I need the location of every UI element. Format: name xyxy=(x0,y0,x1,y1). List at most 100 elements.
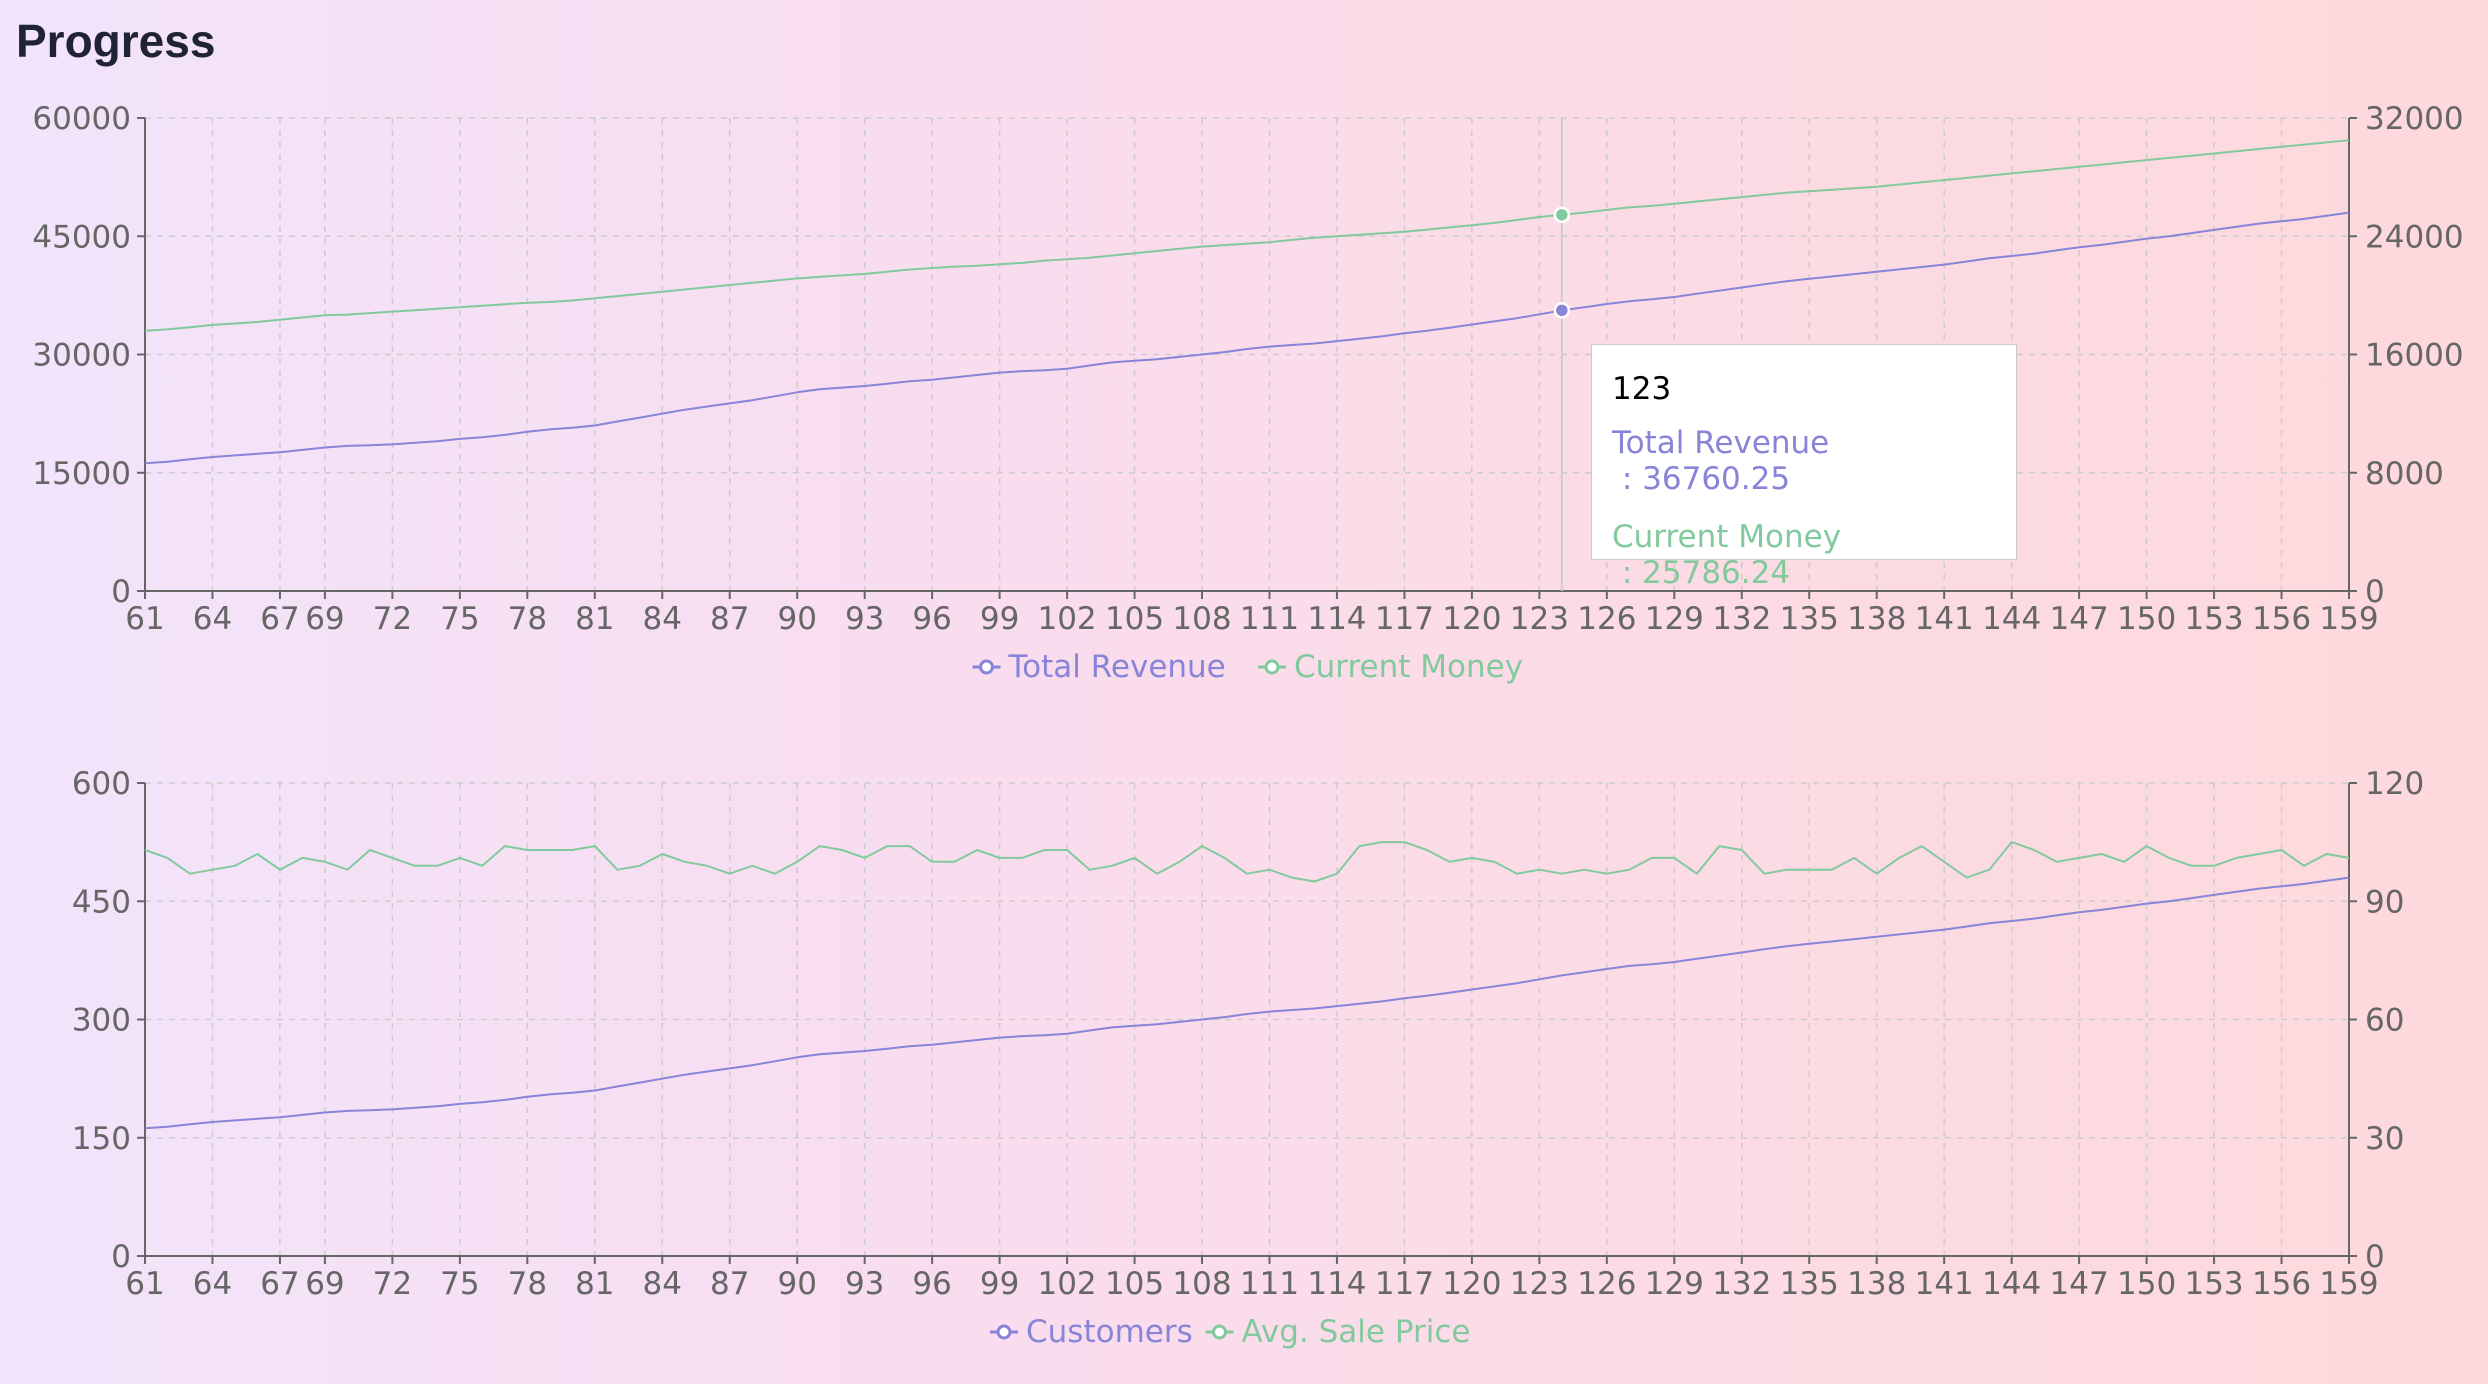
legend-item-current-money: Current Money xyxy=(1258,649,1523,685)
x-tick-label: 90 xyxy=(777,601,816,637)
x-tick-label: 123 xyxy=(1510,1266,1569,1302)
y-right-tick-label: 30 xyxy=(2365,1121,2404,1157)
x-tick-label: 141 xyxy=(1915,1266,1974,1302)
active-dot-total-revenue xyxy=(1553,302,1571,319)
series-line-current-money xyxy=(144,139,2350,332)
y-right-tick-label: 0 xyxy=(2365,574,2385,610)
y-left-tick-label: 300 xyxy=(72,1003,131,1039)
y-right-tick-label: 16000 xyxy=(2365,338,2464,374)
x-tick-label: 75 xyxy=(440,1266,479,1302)
x-tick-label: 96 xyxy=(912,601,951,637)
tooltip-item-separator: : xyxy=(1612,461,1643,497)
x-tick-label: 102 xyxy=(1037,601,1096,637)
x-tick-label: 126 xyxy=(1577,1266,1636,1302)
legend-label: Current Money xyxy=(1294,649,1523,685)
x-tick-label: 138 xyxy=(1847,1266,1906,1302)
x-tick-label: 64 xyxy=(193,601,232,637)
legend-dot-icon xyxy=(996,1324,1012,1340)
revenue-money-chart[interactable]: 61 64 67 69 72 75 78 81 84 87 90 93 96 99 102 105 108 111… xyxy=(0,0,2488,690)
legend-label: Total Revenue xyxy=(1008,649,1226,685)
chart-tooltip: 123 Total Revenue : 36760.25 Current Mon… xyxy=(1591,344,2017,591)
x-tick-label: 108 xyxy=(1172,1266,1231,1302)
x-tick-label: 144 xyxy=(1982,601,2041,637)
tooltip-label: 123 xyxy=(1612,371,1672,407)
x-tick-label: 78 xyxy=(508,1266,547,1302)
x-tick-label: 72 xyxy=(373,1266,412,1302)
x-tick-label: 93 xyxy=(845,1266,884,1302)
x-tick-label: 141 xyxy=(1915,601,1974,637)
x-tick-label: 129 xyxy=(1645,601,1704,637)
x-tick-label: 147 xyxy=(2050,1266,2109,1302)
x-tick-label: 108 xyxy=(1172,601,1231,637)
y-left-tick-label: 0 xyxy=(111,1239,131,1275)
x-tick-label: 153 xyxy=(2184,601,2243,637)
x-tick-label: 105 xyxy=(1105,601,1164,637)
legend-item-avg-sale-price: Avg. Sale Price xyxy=(1205,1314,1470,1350)
x-tick-label: 126 xyxy=(1577,601,1636,637)
x-tick-label: 96 xyxy=(912,1266,951,1302)
y-left-tick-label: 0 xyxy=(111,574,131,610)
legend-item-total-revenue: Total Revenue xyxy=(972,649,1226,685)
x-tick-label: 150 xyxy=(2117,601,2176,637)
x-tick-label: 120 xyxy=(1442,601,1501,637)
legend-item-customers: Customers xyxy=(990,1314,1193,1350)
x-tick-label: 150 xyxy=(2117,1266,2176,1302)
y-left-tick-label: 150 xyxy=(72,1121,131,1157)
chart-legend: Customers Avg. Sale Price xyxy=(990,1314,1470,1350)
x-tick-label: 61 xyxy=(125,601,164,637)
x-tick-label: 67 xyxy=(260,601,299,637)
x-tick-label: 87 xyxy=(710,1266,749,1302)
y-right-tick-label: 90 xyxy=(2365,884,2404,920)
x-tick-label: 156 xyxy=(2252,1266,2311,1302)
x-tick-label: 159 xyxy=(2319,601,2378,637)
y-left-tick-label: 15000 xyxy=(32,456,131,492)
x-tick-label: 159 xyxy=(2319,1266,2378,1302)
x-tick-label: 87 xyxy=(710,601,749,637)
series-line-total-revenue xyxy=(144,211,2350,465)
series-line-avg-sale-price xyxy=(144,841,2350,883)
y-right-tick-label: 32000 xyxy=(2365,101,2464,137)
x-tick-label: 153 xyxy=(2184,1266,2243,1302)
y-right-tick-label: 120 xyxy=(2365,766,2424,802)
x-tick-label: 99 xyxy=(980,601,1019,637)
x-tick-label: 102 xyxy=(1037,1266,1096,1302)
x-tick-label: 81 xyxy=(575,1266,614,1302)
x-tick-label: 147 xyxy=(2050,601,2109,637)
x-tick-label: 64 xyxy=(193,1266,232,1302)
y-right-tick-label: 8000 xyxy=(2365,456,2444,492)
legend-dot-icon xyxy=(979,659,994,675)
series-line-customers xyxy=(144,876,2350,1130)
legend-dot-icon xyxy=(1212,1324,1227,1340)
legend-label: Customers xyxy=(1026,1314,1193,1350)
x-tick-label: 90 xyxy=(777,1266,816,1302)
x-tick-label: 117 xyxy=(1375,1266,1434,1302)
x-tick-label: 135 xyxy=(1780,601,1839,637)
x-tick-label: 138 xyxy=(1847,601,1906,637)
x-tick-label: 99 xyxy=(980,1266,1019,1302)
y-left-tick-label: 60000 xyxy=(32,101,131,137)
tooltip-item-total-revenue: Total Revenue : 36760.25 xyxy=(1612,425,1996,497)
x-tick-label: 84 xyxy=(643,1266,682,1302)
x-tick-label: 111 xyxy=(1240,1266,1299,1302)
x-tick-label: 61 xyxy=(125,1266,164,1302)
x-tick-label: 123 xyxy=(1510,601,1569,637)
x-tick-label: 81 xyxy=(575,601,614,637)
tooltip-item-name: Current Money xyxy=(1612,519,1842,555)
active-dot-current-money xyxy=(1553,206,1571,224)
y-left-tick-label: 45000 xyxy=(32,219,131,255)
x-tick-label: 111 xyxy=(1240,601,1299,637)
x-tick-label: 117 xyxy=(1375,601,1434,637)
y-left-tick-label: 450 xyxy=(72,884,131,920)
x-tick-label: 78 xyxy=(508,601,547,637)
y-left-tick-label: 30000 xyxy=(32,338,131,374)
x-tick-label: 93 xyxy=(845,601,884,637)
tooltip-item-value: 36760.25 xyxy=(1642,461,1791,497)
x-tick-label: 132 xyxy=(1712,1266,1771,1302)
x-tick-label: 132 xyxy=(1712,601,1771,637)
x-tick-label: 156 xyxy=(2252,601,2311,637)
legend-dot-icon xyxy=(1264,659,1280,675)
x-tick-label: 67 xyxy=(260,1266,299,1302)
y-right-tick-label: 0 xyxy=(2365,1239,2385,1275)
x-tick-label: 129 xyxy=(1645,1266,1704,1302)
